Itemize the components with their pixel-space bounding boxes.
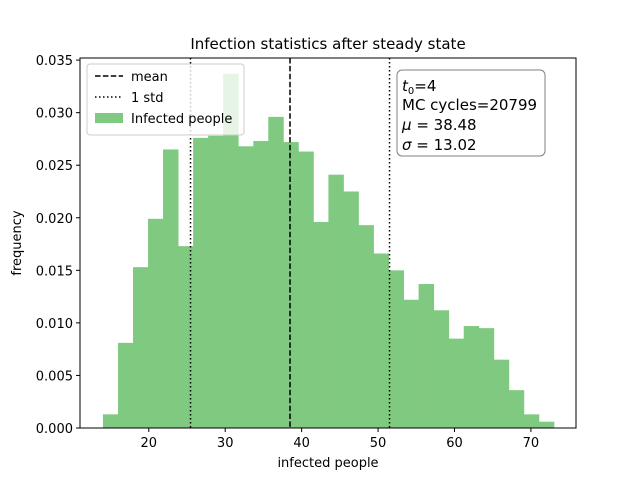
legend-box [86, 63, 245, 136]
stats-mu: μ = 38.48 [401, 116, 477, 134]
stats-box: t0=4 MC cycles=20799 μ = 38.48 σ = 13.02 [396, 69, 546, 157]
histogram-bar [253, 141, 269, 429]
histogram-bar [148, 218, 164, 428]
histogram-bar [493, 359, 510, 428]
histogram-bar [163, 149, 179, 428]
histogram-bar [193, 137, 209, 428]
histogram-bar [403, 299, 420, 428]
y-tick-label: 0.010 [36, 317, 73, 332]
stats-sigma-symbol: σ [402, 136, 412, 154]
legend: mean 1 std Infected people [86, 63, 245, 136]
x-tick-label: 60 [446, 436, 463, 451]
plot-frame [79, 57, 577, 429]
histogram-bar [523, 414, 540, 428]
histogram-bar [102, 414, 119, 428]
histogram-bar [283, 142, 299, 428]
y-tick-label: 0.020 [36, 212, 73, 227]
histogram-bar [178, 246, 194, 428]
stat-lines [189, 58, 391, 428]
histogram-bar [388, 270, 404, 428]
histogram-bar [433, 310, 450, 428]
y-tick-label: 0.035 [36, 54, 73, 69]
stats-t0-value: =4 [414, 77, 436, 95]
histogram-bar [132, 267, 149, 428]
stats-mu-symbol: μ [401, 116, 412, 134]
x-tick-label: 70 [523, 436, 540, 451]
x-tick-label: 20 [141, 436, 158, 451]
histogram-bar [463, 326, 480, 428]
stats-mc-cycles: MC cycles=20799 [402, 96, 537, 114]
y-tick-label: 0.000 [36, 422, 73, 437]
x-tick-label: 30 [217, 436, 234, 451]
stats-sigma-value: = 13.02 [412, 136, 477, 154]
chart-title: Infection statistics after steady state [190, 35, 465, 53]
stats-t0-symbol: t [402, 77, 409, 95]
stats-t0-sub: 0 [408, 86, 414, 97]
stats-sigma: σ = 13.02 [402, 136, 477, 154]
legend-infected-label: Infected people [131, 112, 232, 127]
x-axis: 20 30 40 50 60 70 [141, 428, 540, 451]
y-tick-label: 0.005 [36, 369, 73, 384]
y-tick-label: 0.025 [36, 159, 73, 174]
y-tick-label: 0.015 [36, 264, 73, 279]
histogram-bar [538, 421, 555, 428]
histogram-bar [373, 253, 389, 428]
histogram-bar [358, 225, 374, 428]
histogram-bar [117, 342, 134, 428]
histogram-bar [268, 116, 284, 429]
histogram-bar [238, 146, 254, 429]
x-tick-label: 40 [293, 436, 310, 451]
x-axis-label: infected people [277, 456, 378, 471]
histogram-bars [102, 73, 555, 429]
y-axis: 0.000 0.005 0.010 0.015 0.020 0.025 0.030 0.035 [36, 54, 80, 437]
y-tick-label: 0.030 [36, 107, 73, 122]
histogram-bar [313, 221, 329, 428]
stats-mu-value: = 38.48 [412, 116, 477, 134]
legend-infected-swatch [95, 113, 123, 123]
x-tick-label: 50 [370, 436, 387, 451]
histogram-bar [418, 283, 435, 428]
histogram-bar [298, 151, 314, 429]
legend-std-label: 1 std [131, 91, 164, 106]
histogram-bar [448, 338, 465, 428]
y-axis-label: frequency [10, 210, 25, 276]
legend-mean-label: mean [131, 70, 168, 85]
histogram-bar [508, 390, 525, 428]
stats-t0: t0=4 [402, 77, 436, 97]
histogram-bar [343, 191, 359, 428]
stats-box-frame [396, 69, 546, 157]
histogram-bar [328, 174, 344, 428]
histogram-bar [223, 73, 239, 429]
histogram-bar [478, 328, 495, 428]
histogram-bar [208, 135, 224, 428]
